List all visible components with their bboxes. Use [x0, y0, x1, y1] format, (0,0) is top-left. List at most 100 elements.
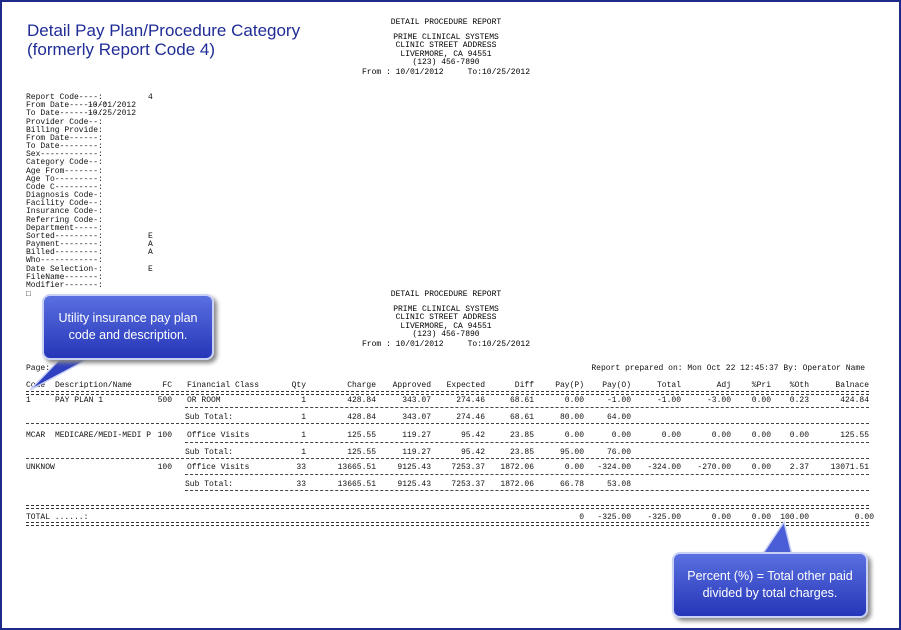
callout: Percent (%) = Total other paid divided b…: [672, 552, 868, 618]
parameter-label: From Date------:: [26, 133, 103, 143]
parameter-label: To Date--------:: [26, 142, 103, 152]
parameter-value: A: [148, 240, 153, 250]
cell: -1.00: [656, 396, 681, 405]
column-header: %Pri: [751, 381, 771, 390]
cell: 9125.43: [397, 463, 431, 472]
total-cell: -325.00: [597, 513, 631, 522]
report-header: DETAIL PROCEDURE REPORT: [390, 18, 502, 27]
subtotal-cell: 1: [301, 413, 306, 422]
cell: 0.00: [751, 431, 771, 440]
cell: 424.84: [840, 396, 869, 405]
parameter-label: Billing Provide:: [26, 125, 103, 135]
subtotal-cell: 68.61: [509, 413, 534, 422]
total-cell: 0.00: [751, 513, 771, 522]
subtotal-cell: 7253.37: [451, 480, 485, 489]
parameter-label: Payment--------:: [26, 240, 103, 250]
checkbox: □: [26, 290, 31, 299]
parameter-value: A: [148, 248, 153, 258]
separator: [26, 458, 869, 459]
parameter-label: Code C---------:: [26, 182, 103, 192]
cell: 0.00: [661, 431, 681, 440]
page-label: Page:: [26, 364, 51, 373]
cell: -3.00: [706, 396, 731, 405]
cell: 13071.51: [830, 463, 869, 472]
column-header: Qty: [291, 381, 306, 390]
cell: 100: [157, 431, 172, 440]
cell: 0.00: [751, 463, 771, 472]
parameter-label: Insurance Code-:: [26, 207, 103, 217]
parameter-label: Who------------:: [26, 256, 103, 266]
subtitle: (formerly Report Code 4): [27, 40, 216, 59]
cell: 1: [301, 431, 306, 440]
cell: 100: [157, 463, 172, 472]
cell: 500: [157, 396, 172, 405]
total-cell: -325.00: [647, 513, 681, 522]
callout-pointer: [29, 356, 93, 391]
cell: 23.85: [509, 431, 534, 440]
column-header: Expected: [446, 381, 485, 390]
parameter-label: Modifier-------:: [26, 280, 103, 290]
subtotal-cell: 119.27: [402, 448, 431, 457]
total-cell: 100.00: [780, 513, 809, 522]
column-header: Pay(O): [602, 381, 631, 390]
subtotal-cell: 13665.51: [337, 480, 376, 489]
cell: 0.00: [789, 431, 809, 440]
subtotal-cell: 95.42: [460, 448, 485, 457]
parameter-label: Referring Code-:: [26, 215, 103, 225]
parameter-label: From Date-------:: [26, 101, 108, 111]
subtotal-cell: 80.00: [559, 413, 584, 422]
separator: [26, 423, 869, 424]
total-label: TOTAL ......:: [26, 513, 89, 522]
separator: [185, 490, 869, 491]
cell: 428.84: [347, 396, 376, 405]
cell: 13665.51: [337, 463, 376, 472]
subtotal-cell: 53.08: [606, 480, 631, 489]
cell: 125.55: [840, 431, 869, 440]
separator: [185, 407, 869, 408]
cell: 7253.37: [451, 463, 485, 472]
report-header: LIVERMORE, CA 94551: [400, 49, 492, 59]
separator: [185, 474, 869, 475]
parameter-label: Report Code----:: [26, 93, 103, 102]
total-cell: 0.00: [854, 513, 874, 522]
cell: 0.00: [711, 431, 731, 440]
subtotal-label: Sub Total:: [185, 448, 234, 457]
cell: Office Visits: [187, 463, 250, 472]
parameter-label: Sorted---------:: [26, 231, 103, 241]
cell: 274.46: [456, 396, 485, 405]
cell: MEDICARE/MEDI-MEDI P: [55, 431, 152, 440]
cell: UNKNOW: [26, 463, 55, 472]
cell: OR ROOM: [187, 396, 221, 405]
column-header: Adj: [716, 381, 731, 390]
subtotal-label: Sub Total:: [185, 480, 234, 489]
subtotal-cell: 1872.06: [500, 480, 534, 489]
cell: 95.42: [460, 431, 485, 440]
parameter-value: 10/25/2012: [88, 109, 137, 119]
cell: 119.27: [402, 431, 431, 440]
column-header: Total: [656, 381, 681, 390]
cell: 343.07: [402, 396, 431, 405]
report-header: CLINIC STREET ADDRESS: [395, 41, 497, 51]
parameter-value: E: [148, 231, 153, 241]
parameter-value: 10/01/2012: [88, 101, 137, 111]
column-header: Pay(P): [555, 381, 584, 390]
parameter-label: Sex------------:: [26, 150, 103, 160]
cell: 125.55: [347, 431, 376, 440]
report-header: PRIME CLINICAL SYSTEMS: [393, 33, 499, 43]
parameter-label: Age From-------:: [26, 166, 103, 176]
total-cell: 0.00: [711, 513, 731, 522]
report-header: PRIME CLINICAL SYSTEMS: [393, 305, 499, 315]
cell: Office Visits: [187, 431, 250, 440]
parameter-label: FileName-------:: [26, 272, 103, 282]
cell: -1.00: [606, 396, 631, 405]
report-header: (123) 456-7890: [412, 57, 480, 67]
parameter-label: Age To---------:: [26, 174, 103, 184]
cell: 0.00: [564, 431, 584, 440]
parameter-label: Billed---------:: [26, 248, 103, 258]
parameter-label: Department-----:: [26, 223, 103, 233]
report-header: CLINIC STREET ADDRESS: [395, 313, 497, 323]
parameter-value: E: [148, 264, 153, 274]
total-cell: 0: [579, 513, 584, 522]
cell: 1: [301, 396, 306, 405]
